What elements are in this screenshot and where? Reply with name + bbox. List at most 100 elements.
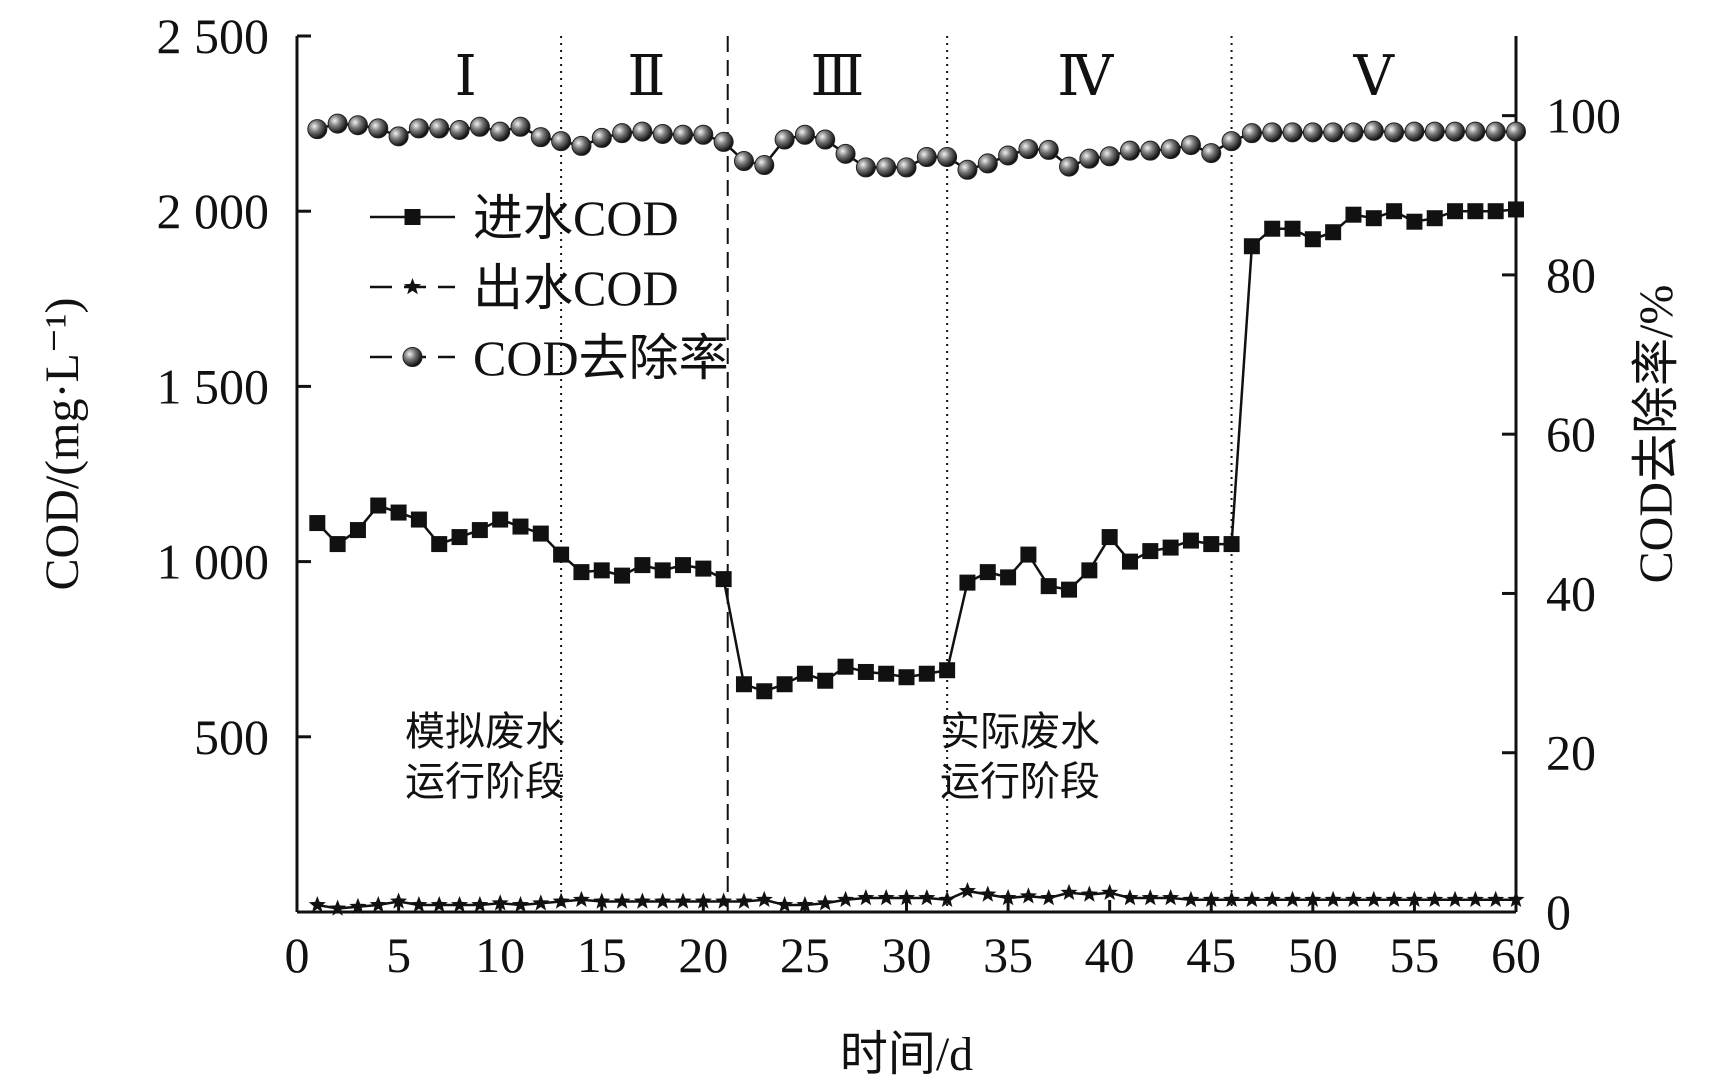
x-tick-label: 40 [1085,927,1135,983]
effluent-cod-point [674,892,692,909]
influent-cod-point [1365,210,1382,227]
influent-cod-point [451,529,468,546]
removal-rate-point [774,129,795,150]
influent-cod-point [410,511,427,528]
y-right-tick-label: 40 [1546,565,1596,621]
influent-cod-point [1040,578,1057,595]
effluent-cod-point [369,896,387,913]
removal-rate-point [673,124,694,145]
effluent-cod-point [410,896,428,913]
removal-rate-point [754,155,775,176]
influent-cod-point [837,658,854,675]
influent-cod-point [1203,536,1220,553]
influent-cod-point [1243,238,1260,255]
effluent-cod-point [1060,883,1078,900]
removal-rate-point [1140,140,1161,161]
effluent-cod-point [1365,890,1383,907]
removal-rate-point [612,123,633,144]
effluent-cod-point [958,882,976,899]
removal-rate-point [937,147,958,168]
influent-cod-point [370,497,387,514]
effluent-cod-point [1446,890,1464,907]
effluent-cod-point [572,890,590,907]
y-left-tick-label: 2 500 [157,8,270,64]
influent-cod-point [1061,581,1078,598]
influent-cod-point [614,567,631,584]
removal-rate-point [977,153,998,174]
x-tick-label: 35 [983,927,1033,983]
removal-rate-point [1180,135,1201,156]
effluent-cod-point [308,896,326,913]
y-left-tick-label: 2 000 [157,183,270,239]
removal-rate-point [469,116,490,137]
removal-rate-point [327,113,348,134]
x-tick-label: 0 [285,927,310,983]
removal-rate-point [815,129,836,150]
effluent-cod-point [715,892,733,909]
effluent-cod-point [735,892,753,909]
influent-cod-point [512,518,529,535]
removal-rate-point [1323,122,1344,143]
influent-cod-point [1284,220,1301,237]
effluent-cod-point [857,889,875,906]
effluent-cod-point [1121,889,1139,906]
effluent-cod-point [918,889,936,906]
removal-rate-point [1059,156,1080,177]
influent-cod-point [1121,553,1138,570]
effluent-cod-point [532,894,550,911]
influent-cod-point [898,669,915,686]
x-tick-label: 15 [577,927,627,983]
effluent-cod-point [1243,890,1261,907]
influent-cod-point [756,683,773,700]
y-right-tick-label: 20 [1546,725,1596,781]
influent-cod-point [735,676,752,693]
removal-rate-point [1241,123,1262,144]
y-left-tick-label: 1 500 [157,358,270,414]
y-right-tick-label: 100 [1546,88,1621,144]
x-axis-title: 时间/d [840,1028,973,1081]
effluent-cod-point [471,896,489,913]
removal-rate-point [1343,122,1364,143]
removal-rate-point [794,124,815,145]
x-tick-label: 55 [1389,927,1439,983]
effluent-cod-point [1344,890,1362,907]
x-tick-label: 20 [678,927,728,983]
removal-rate-point [1018,139,1039,160]
effluent-cod-point [1426,890,1444,907]
influent-cod-point [1386,203,1403,220]
effluent-cod-point [329,899,347,916]
removal-rate-point [490,121,511,142]
removal-rate-point [1363,120,1384,141]
removal-rate-point [693,124,714,145]
removal-rate-point [1404,121,1425,142]
influent-cod-point [593,562,610,579]
effluent-cod-point [938,890,956,907]
effluent-cod-point [633,892,651,909]
effluent-cod-point [897,889,916,906]
influent-cod-point [634,557,651,574]
influent-cod-point [1101,529,1118,546]
effluent-cod-point [1101,883,1119,900]
influent-cod-point [1264,220,1281,237]
series-markers [307,113,1526,916]
legend-star-marker [403,278,422,295]
removal-rate-point [916,147,937,168]
influent-cod-point [959,574,976,591]
removal-rate-point [1221,131,1242,152]
effluent-cod-point [491,894,509,911]
influent-cod-point [675,557,692,574]
effluent-cod-point [451,896,469,913]
effluent-cod-point [837,890,855,907]
legend-label: COD去除率 [473,330,729,386]
influent-cod-point [309,515,326,532]
removal-rate-point [733,151,754,172]
influent-cod-point [1304,231,1321,248]
removal-rate-point [957,159,978,180]
influent-cod-point [1406,213,1423,230]
removal-rate-point [855,157,876,178]
y-right-tick-label: 80 [1546,247,1596,303]
effluent-cod-point [1182,890,1200,907]
removal-rate-point [1445,121,1466,142]
phase-annotation-text: 模拟废水 [405,709,565,754]
removal-rate-point [510,116,531,137]
